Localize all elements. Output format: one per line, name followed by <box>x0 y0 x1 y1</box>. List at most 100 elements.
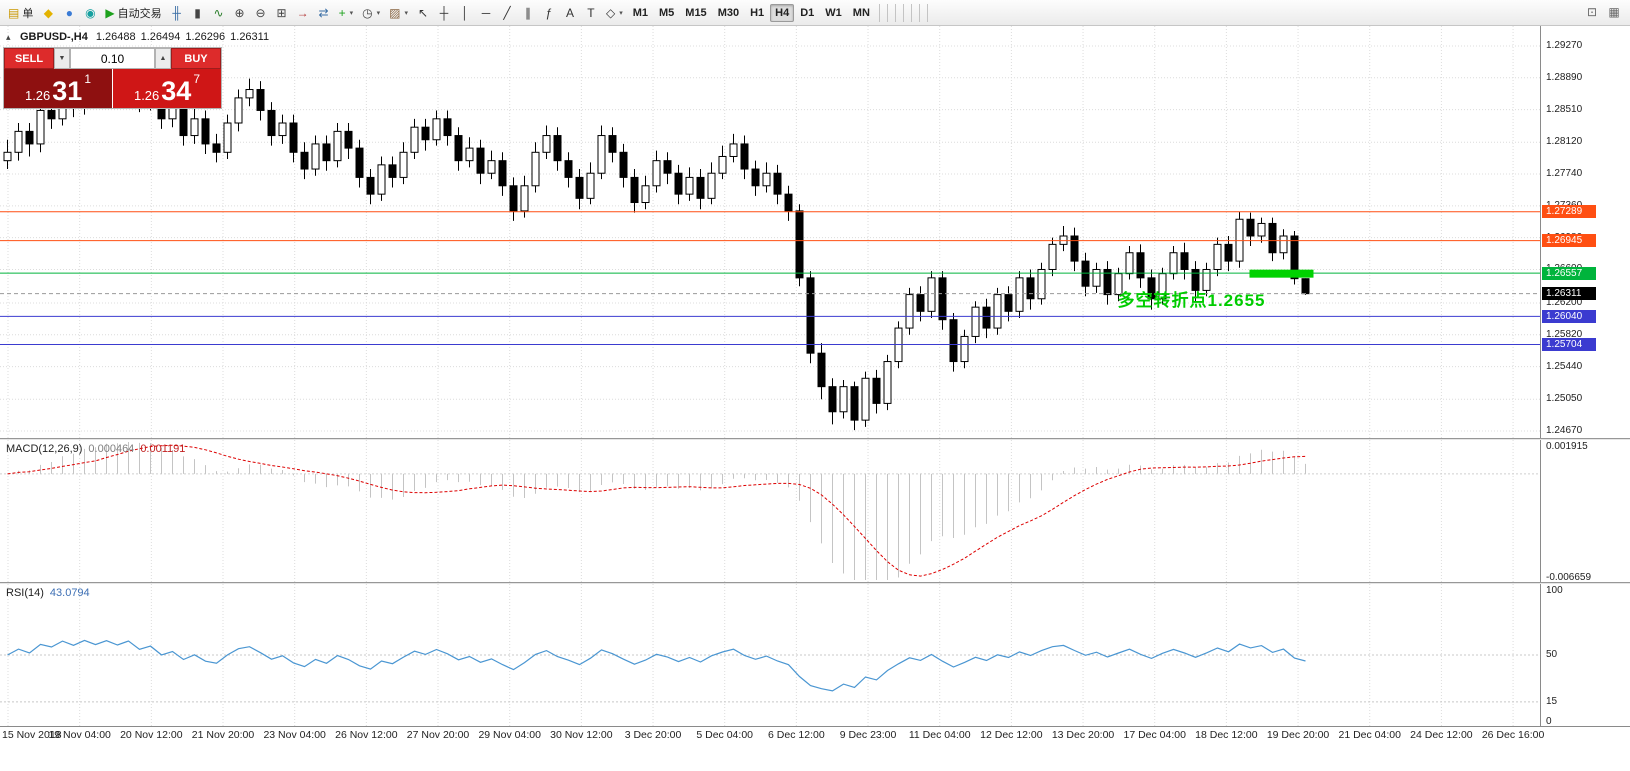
fibonacci-button[interactable]: ƒ <box>539 3 559 23</box>
one-click-panel-toggle-icon[interactable]: ▴ <box>6 32 11 42</box>
sell-button[interactable]: SELL <box>4 48 54 69</box>
timeframe-h4-button-label: H4 <box>775 6 790 19</box>
candle <box>1202 262 1211 297</box>
indicators-button[interactable]: + ▾ <box>335 3 358 23</box>
candle <box>916 286 925 322</box>
bar-chart-button[interactable]: ╫ <box>167 3 187 23</box>
candle <box>872 369 881 414</box>
candle <box>542 125 551 159</box>
candle <box>1180 242 1189 280</box>
chart-shift-button[interactable]: ⇄ <box>314 3 334 23</box>
candle <box>1136 244 1145 288</box>
ohlc-close: 1.26311 <box>230 31 270 43</box>
chevron-down-icon: ▾ <box>349 9 354 17</box>
market-watch-button[interactable]: ◆ <box>38 3 58 23</box>
label-button[interactable]: T <box>581 3 601 23</box>
panel-divider[interactable] <box>0 582 1630 584</box>
equidistant-channel-button[interactable]: ∥ <box>518 3 538 23</box>
price-chart[interactable] <box>0 26 1540 438</box>
zoom-out-button[interactable]: ⊖ <box>251 3 271 23</box>
candle <box>300 142 309 180</box>
candle <box>1026 269 1035 310</box>
price-level-tag: 1.26557 <box>1542 266 1596 280</box>
timeframe-m1-button[interactable]: M1 <box>628 4 653 22</box>
candle <box>421 118 430 151</box>
pivot-highlight-bar[interactable] <box>1249 269 1314 278</box>
candle <box>1191 261 1200 302</box>
terminal-button[interactable]: ◉ <box>80 3 100 23</box>
timeframe-w1-button[interactable]: W1 <box>820 4 847 22</box>
rsi-chart[interactable] <box>0 584 1540 726</box>
sell-price-button[interactable]: 1.26 31 1 <box>4 69 112 108</box>
panel-divider[interactable] <box>0 438 1630 440</box>
timeframe-m15-button[interactable]: M15 <box>680 4 711 22</box>
time-axis[interactable]: 15 Nov 2018 19 Nov 04:00 20 Nov 12:00 21 No… <box>0 727 1545 744</box>
candle <box>553 127 562 171</box>
search-button[interactable]: ⊡ <box>1582 2 1602 22</box>
timeframe-w1-button-label: W1 <box>825 6 842 19</box>
candle <box>949 313 958 372</box>
rsi-value: 43.0794 <box>49 587 90 599</box>
candle <box>1235 211 1244 268</box>
buy-price-pips: 34 <box>161 76 192 106</box>
volume-increase-button[interactable]: ▲ <box>155 48 171 69</box>
market-watch-icon: ◆ <box>43 5 53 20</box>
candle <box>762 162 771 193</box>
candle <box>388 156 397 188</box>
candle <box>1103 261 1112 305</box>
candle <box>267 102 276 146</box>
timeframe-d1-button[interactable]: D1 <box>795 4 819 22</box>
buy-button[interactable]: BUY <box>171 48 221 69</box>
toolbar-separator <box>894 3 896 22</box>
candle <box>520 175 529 218</box>
tile-windows-button[interactable]: ⊞ <box>272 3 292 23</box>
candle <box>399 142 408 185</box>
volume-input[interactable] <box>70 48 155 69</box>
horizontal-line-button[interactable]: ─ <box>476 3 496 23</box>
pivot-annotation-text[interactable]: 多空转折点1.2655 <box>1117 290 1266 310</box>
timeframe-h1-button[interactable]: H1 <box>745 4 769 22</box>
timeframe-mn-button[interactable]: MN <box>848 4 875 22</box>
candlestick-chart-button[interactable]: ▮ <box>188 3 208 23</box>
timeframe-h4-button[interactable]: H4 <box>770 3 795 22</box>
toolbar-separator <box>878 3 880 22</box>
candle <box>1004 286 1013 322</box>
timeframe-d1-button-label: D1 <box>800 6 815 19</box>
navigator-button[interactable]: ● <box>59 3 79 23</box>
navigator-icon: ● <box>65 5 73 20</box>
crosshair-button[interactable]: ┼ <box>434 3 454 23</box>
time-axis-label: 21 Nov 20:00 <box>191 729 255 741</box>
auto-trading-button[interactable]: ▶ 自动交易 <box>101 3 165 23</box>
candle <box>608 127 617 163</box>
candle <box>905 287 914 335</box>
buy-price-button[interactable]: 1.26 34 7 <box>113 69 221 108</box>
cursor-button[interactable]: ↖ <box>413 3 433 23</box>
vertical-line-button[interactable]: │ <box>455 3 475 23</box>
line-chart-button[interactable]: ∿ <box>209 3 229 23</box>
candle <box>1125 246 1134 280</box>
auto-scroll-button[interactable]: → <box>293 3 313 23</box>
trendline-button[interactable]: ╱ <box>497 3 517 23</box>
periods-button[interactable]: ◷ ▾ <box>358 3 384 23</box>
templates-button[interactable]: ▨ ▾ <box>385 3 412 23</box>
time-axis-label: 20 Nov 12:00 <box>120 729 183 741</box>
candle <box>1257 217 1266 243</box>
new-order-button[interactable]: ▤ 单 <box>4 3 37 23</box>
timeframe-m5-button[interactable]: M5 <box>654 4 679 22</box>
periods-icon: ◷ <box>362 5 373 20</box>
price-axis[interactable]: 1.292701.288901.285101.281201.277401.273… <box>1540 26 1630 727</box>
gallery-button[interactable]: ▦ <box>1604 2 1624 22</box>
text-button[interactable]: A <box>560 3 580 23</box>
price-axis-label: 1.28510 <box>1546 103 1583 115</box>
macd-chart[interactable] <box>0 440 1540 582</box>
shapes-button[interactable]: ◇ ▾ <box>602 3 627 23</box>
symbol-period-label: GBPUSD-,H4 <box>20 31 88 43</box>
macd-scale-label: -0.006659 <box>1546 572 1592 583</box>
timeframe-m30-button[interactable]: M30 <box>713 4 744 22</box>
zoom-in-button[interactable]: ⊕ <box>230 3 250 23</box>
rsi-scale-label: 50 <box>1546 649 1558 660</box>
terminal-icon: ◉ <box>85 5 96 20</box>
volume-decrease-button[interactable]: ▼ <box>54 48 70 69</box>
candle <box>245 78 254 107</box>
